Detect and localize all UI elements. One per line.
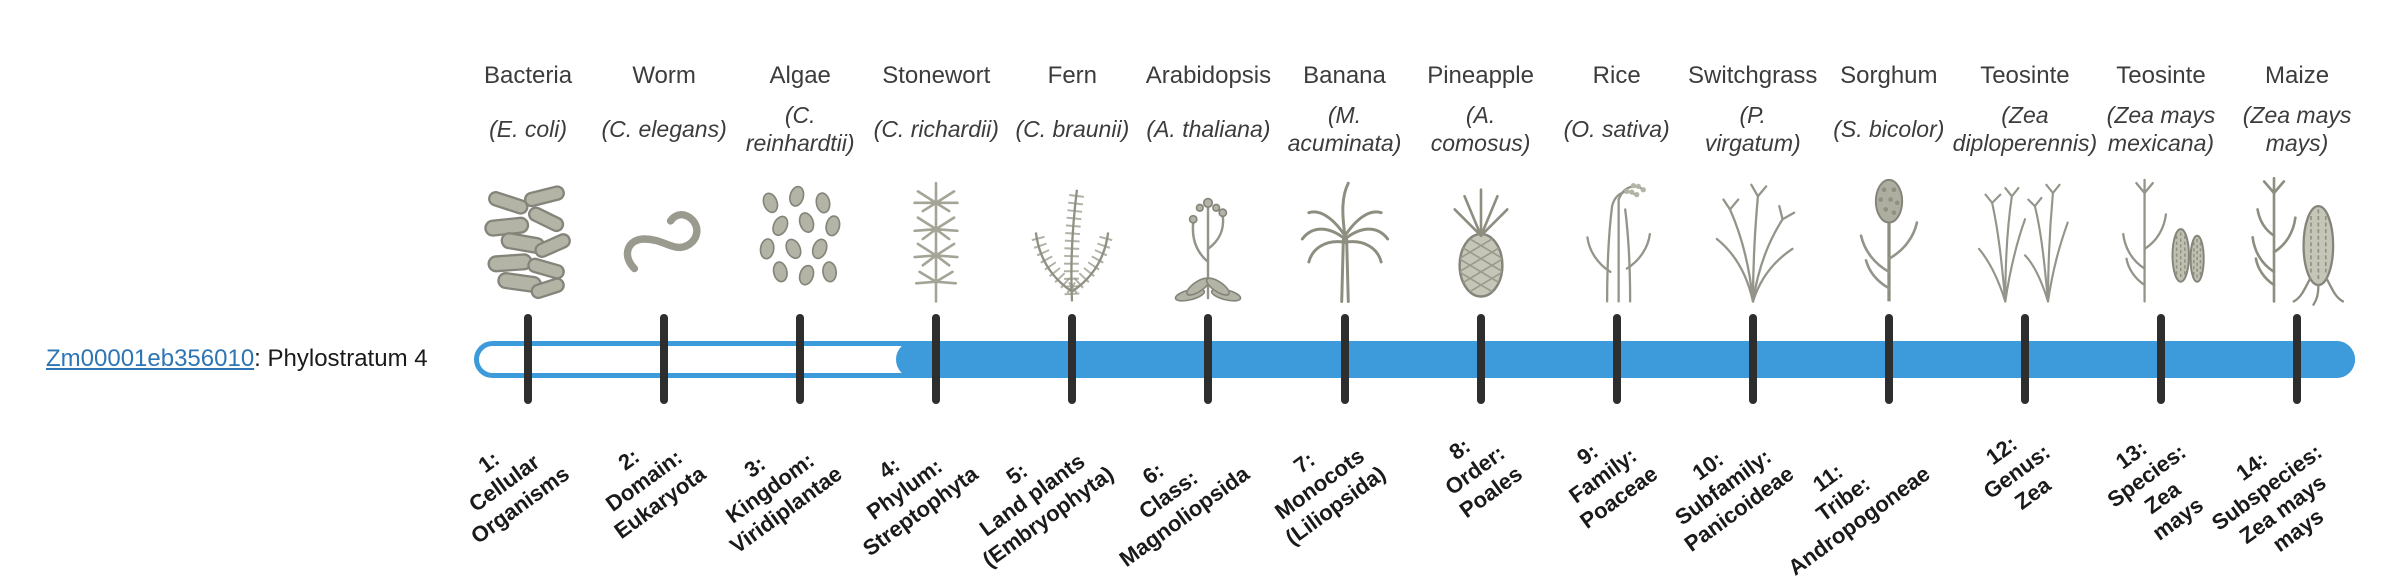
- organism-common-name: Fern: [1047, 62, 1098, 89]
- organism-common-name: Sorghum: [1840, 62, 1938, 89]
- sorghum-illustration: [1830, 170, 1948, 308]
- stratum-label: 9: Family: Poaceae: [1564, 438, 1663, 534]
- arabidopsis-illustration: [1149, 170, 1267, 308]
- phylostratum-column: Switchgrass (P. virgatum) 10: Subfamily:…: [1671, 0, 1821, 580]
- phylostratum-column: Fern (C. braunii) 5: Land plants (Embryo…: [975, 0, 1140, 580]
- organism-scientific-name: (P. virgatum): [1704, 101, 1801, 156]
- timeline-tick: [1748, 314, 1757, 404]
- organism-scientific-name: (C. elegans): [601, 115, 727, 142]
- organism-scientific-name: (E. coli): [489, 115, 568, 142]
- organism-common-name: Arabidopsis: [1145, 62, 1272, 89]
- organism-common-name: Algae: [769, 62, 831, 89]
- organism-scientific-name: (S. bicolor): [1833, 115, 1945, 142]
- organism-common-name: Bacteria: [484, 62, 573, 89]
- organism-scientific-name: (C. richardii): [873, 115, 999, 142]
- stratum-label: 12: Genus: Zea: [1979, 430, 2056, 515]
- phylostratum-column: Rice (O. sativa) 9: Family: Poaceae: [1549, 0, 1685, 580]
- timeline-bar-fill: [896, 341, 2355, 378]
- organism-scientific-name: (A. thaliana): [1146, 115, 1271, 142]
- phylostratum-column: Pineapple (A. comosus) 8: Order: Poales: [1413, 0, 1549, 580]
- banana-illustration: [1286, 170, 1404, 308]
- stratum-label: 2: Domain: Eukaryota: [600, 443, 710, 544]
- organism-common-name: Pineapple: [1427, 62, 1534, 89]
- organism-scientific-name: (C. reinhardtii): [745, 101, 855, 156]
- timeline-tick: [2156, 314, 2165, 404]
- timeline-tick: [796, 314, 805, 404]
- organism-common-name: Banana: [1303, 62, 1386, 89]
- switchgrass-illustration: [1694, 170, 1812, 308]
- organism-scientific-name: (Zea mays mexicana): [2106, 101, 2216, 156]
- phylostratum-column: Stonewort (C. richardii) 4: Phylum: Stre…: [858, 0, 1004, 580]
- stratum-label: 8: Order: Poales: [1440, 433, 1527, 523]
- phylostratum-column: Bacteria (E. coli) 1: Cellular Organisms: [460, 0, 596, 580]
- timeline-tick: [660, 314, 669, 404]
- gene-link[interactable]: Zm00001eb356010: [46, 345, 255, 372]
- organism-common-name: Rice: [1592, 62, 1641, 89]
- stratum-label: 1: Cellular Organisms: [464, 446, 574, 549]
- stratum-columns: Bacteria (E. coli) 1: Cellular Organisms…: [460, 0, 2365, 580]
- timeline-bar-outline: [474, 341, 2355, 378]
- organism-scientific-name: (Zea mays mays): [2242, 101, 2352, 156]
- algae-illustration: [741, 170, 859, 308]
- phylostratum-text: : Phylostratum 4: [254, 345, 428, 372]
- phylostratum-column: Arabidopsis (A. thaliana) 6: Class: Magn…: [1115, 0, 1276, 580]
- worm-illustration: [605, 170, 723, 308]
- organism-scientific-name: (O. sativa): [1563, 115, 1670, 142]
- timeline-tick: [2020, 314, 2029, 404]
- organism-common-name: Teosinte: [1980, 62, 2070, 89]
- phylostratum-column: Worm (C. elegans) 2: Domain: Eukaryota: [596, 0, 732, 580]
- maize-illustration: [2238, 170, 2356, 308]
- timeline-tick: [1340, 314, 1349, 404]
- timeline-tick: [1612, 314, 1621, 404]
- organism-common-name: Teosinte: [2116, 62, 2206, 89]
- timeline-tick: [932, 314, 941, 404]
- organism-common-name: Stonewort: [882, 62, 991, 89]
- pineapple-illustration: [1422, 170, 1540, 308]
- organism-scientific-name: (C. braunii): [1015, 115, 1130, 142]
- phylostratum-column: Maize (Zea mays mays) 14: Subspecies: Ze…: [2208, 0, 2365, 580]
- teosinte-diploperennis-illustration: [1966, 170, 2084, 308]
- rice-illustration: [1558, 170, 1676, 308]
- phylostratum-column: Teosinte (Zea mays mexicana) 13: Species…: [2093, 0, 2229, 580]
- organism-common-name: Worm: [632, 62, 696, 89]
- phylostrata-timeline: Bacteria (E. coli) 1: Cellular Organisms…: [460, 0, 2365, 580]
- phylostratum-column: Algae (C. reinhardtii) 3: Kingdom: Virid…: [721, 0, 868, 580]
- bacteria-illustration: [469, 170, 587, 308]
- fern-illustration: [1013, 170, 1131, 308]
- organism-common-name: Switchgrass: [1688, 62, 1818, 89]
- phylostratum-column: Banana (M. acuminata) 7: Monocots (Lilio…: [1271, 0, 1412, 580]
- organism-scientific-name: (A. comosus): [1430, 101, 1531, 156]
- phylostratum-column: Sorghum (S. bicolor) 11: Tribe: Andropog…: [1783, 0, 1957, 580]
- timeline-tick: [1068, 314, 1077, 404]
- organism-scientific-name: (Zea diploperennis): [1952, 101, 2098, 156]
- organism-common-name: Maize: [2265, 62, 2330, 89]
- gene-label: Zm00001eb356010: Phylostratum 4: [46, 345, 428, 373]
- stonewort-illustration: [877, 170, 995, 308]
- timeline-tick: [2293, 314, 2302, 404]
- organism-scientific-name: (M. acuminata): [1287, 101, 1402, 156]
- timeline-tick: [1476, 314, 1485, 404]
- timeline-tick: [1884, 314, 1893, 404]
- timeline-tick: [524, 314, 533, 404]
- timeline-tick: [1204, 314, 1213, 404]
- teosinte-mexicana-illustration: [2102, 170, 2220, 308]
- phylostratum-column: Teosinte (Zea diploperennis) 12: Genus: …: [1953, 0, 2097, 580]
